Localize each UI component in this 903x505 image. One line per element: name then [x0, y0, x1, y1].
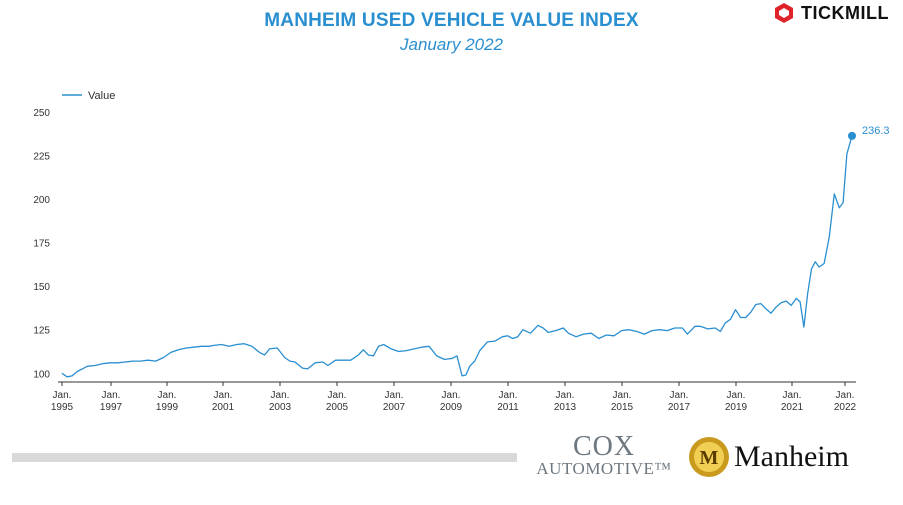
chart-title: MANHEIM USED VEHICLE VALUE INDEX: [264, 10, 639, 31]
footer-divider-bar: [12, 453, 517, 462]
y-tick-label: 225: [33, 152, 50, 163]
series-line-value: [61, 135, 853, 378]
x-tick-label: Jan.: [670, 390, 689, 401]
x-tick-label: 2015: [611, 402, 634, 413]
x-tick-label: 2005: [326, 402, 349, 413]
x-tick-label: 2007: [383, 402, 406, 413]
x-tick-label: 2011: [497, 402, 519, 413]
x-tick-label: Jan.: [727, 390, 746, 401]
svg-text:M: M: [700, 447, 719, 469]
x-tick-label: 2017: [668, 402, 691, 413]
y-tick-label: 175: [33, 239, 50, 250]
last-point-label: 236.3: [862, 125, 890, 137]
x-tick-label: Jan.: [328, 390, 347, 401]
y-tick-label: 250: [33, 108, 50, 119]
x-tick-label: 2022: [834, 402, 857, 413]
x-tick-label: 2009: [440, 402, 463, 413]
cox-logo-line1: COX: [572, 431, 636, 462]
x-tick-label: 2013: [554, 402, 577, 413]
x-tick-label: 1999: [156, 402, 179, 413]
x-tick-label: Jan.: [783, 390, 802, 401]
x-tick-label: Jan.: [53, 390, 72, 401]
tickmill-hexagon-icon: [775, 3, 794, 23]
y-tick-label: 150: [33, 282, 50, 293]
line-chart: 100125150175200225250Jan.1995Jan.1997Jan…: [33, 90, 890, 413]
x-tick-label: Jan.: [102, 390, 121, 401]
x-tick-label: Jan.: [442, 390, 461, 401]
y-tick-label: 100: [33, 369, 50, 380]
x-tick-label: Jan.: [271, 390, 290, 401]
legend-label: Value: [88, 90, 115, 102]
x-tick-label: 2019: [725, 402, 748, 413]
x-tick-label: Jan.: [556, 390, 575, 401]
manheim-emblem-icon: M: [689, 437, 729, 477]
last-point-marker: [848, 131, 856, 140]
x-tick-label: 2003: [269, 402, 292, 413]
x-tick-label: 2001: [212, 402, 235, 413]
manheim-logo: M Manheim: [688, 436, 849, 478]
x-tick-label: Jan.: [499, 390, 518, 401]
x-tick-label: Jan.: [385, 390, 404, 401]
x-tick-label: 2021: [781, 402, 804, 413]
x-tick-label: Jan.: [613, 390, 632, 401]
tickmill-logo: TICKMILL: [773, 2, 889, 24]
cox-logo-line2: AUTOMOTIVE™: [536, 459, 672, 478]
x-tick-label: 1997: [100, 402, 123, 413]
cox-automotive-logo: COX AUTOMOTIVE™: [534, 431, 674, 478]
manheim-wordmark: Manheim: [734, 440, 849, 473]
y-tick-label: 200: [33, 195, 50, 206]
x-tick-label: Jan.: [214, 390, 233, 401]
tickmill-wordmark: TICKMILL: [801, 2, 889, 23]
y-tick-label: 125: [33, 326, 50, 337]
x-tick-label: Jan.: [836, 390, 855, 401]
chart-subtitle: January 2022: [399, 35, 504, 54]
x-tick-label: Jan.: [158, 390, 177, 401]
x-tick-label: 1995: [51, 402, 74, 413]
